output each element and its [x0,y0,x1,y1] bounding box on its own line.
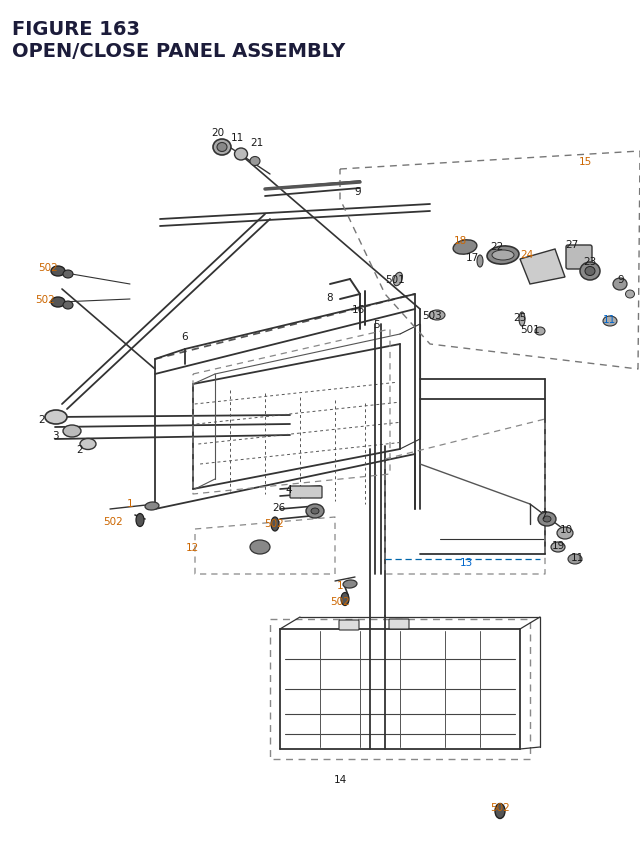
FancyBboxPatch shape [566,245,592,269]
FancyBboxPatch shape [339,620,359,630]
Text: 3: 3 [52,430,58,441]
Ellipse shape [394,273,403,287]
Text: 17: 17 [465,253,479,263]
Ellipse shape [538,512,556,526]
Ellipse shape [551,542,565,553]
Text: 502: 502 [330,597,350,606]
Text: 502: 502 [38,263,58,273]
Ellipse shape [568,554,582,564]
Text: 8: 8 [326,293,333,303]
Text: 502: 502 [490,802,510,812]
Text: 22: 22 [490,242,504,251]
Ellipse shape [585,267,595,276]
Text: 502: 502 [264,518,284,529]
Ellipse shape [613,279,627,291]
Ellipse shape [80,439,96,450]
Ellipse shape [51,298,65,307]
Text: 1: 1 [337,580,343,591]
Ellipse shape [250,158,260,166]
Ellipse shape [625,291,634,299]
Text: FIGURE 163: FIGURE 163 [12,20,140,39]
Ellipse shape [250,541,270,554]
Ellipse shape [341,593,349,606]
Text: 18: 18 [453,236,467,245]
Ellipse shape [306,505,324,518]
Text: 2: 2 [77,444,83,455]
Text: 4: 4 [285,485,292,494]
Text: 21: 21 [250,138,264,148]
Text: 15: 15 [579,157,591,167]
Text: 7: 7 [540,511,547,520]
Text: 501: 501 [385,275,405,285]
Text: 25: 25 [513,313,527,323]
Text: OPEN/CLOSE PANEL ASSEMBLY: OPEN/CLOSE PANEL ASSEMBLY [12,42,345,61]
Ellipse shape [543,517,551,523]
Ellipse shape [603,317,617,326]
Text: 19: 19 [552,541,564,550]
Text: 9: 9 [355,187,362,197]
Ellipse shape [213,139,231,156]
Text: 5: 5 [372,319,380,330]
Text: 11: 11 [602,314,616,325]
Text: 20: 20 [211,127,225,138]
Ellipse shape [51,267,65,276]
Ellipse shape [63,301,73,310]
Ellipse shape [535,328,545,336]
Ellipse shape [492,251,514,261]
Ellipse shape [477,256,483,268]
Text: 503: 503 [422,311,442,320]
Ellipse shape [145,502,159,511]
Text: 502: 502 [103,517,123,526]
Text: 13: 13 [460,557,472,567]
Text: 9: 9 [618,275,624,285]
Text: 11: 11 [570,553,584,562]
Ellipse shape [63,270,73,279]
Text: 23: 23 [584,257,596,267]
Text: 502: 502 [35,294,55,305]
Ellipse shape [343,580,357,588]
Text: 14: 14 [333,774,347,784]
FancyBboxPatch shape [389,619,409,629]
Text: 2: 2 [38,414,45,424]
Text: 6: 6 [182,331,188,342]
Text: 27: 27 [565,239,579,250]
Text: 11: 11 [230,133,244,143]
Ellipse shape [580,263,600,281]
Ellipse shape [63,425,81,437]
Ellipse shape [557,528,573,539]
Ellipse shape [519,313,525,326]
Ellipse shape [453,240,477,255]
Text: 24: 24 [520,250,534,260]
Polygon shape [520,250,565,285]
Ellipse shape [311,508,319,514]
Text: 12: 12 [186,542,198,553]
Text: 16: 16 [351,305,365,314]
Ellipse shape [45,411,67,424]
Ellipse shape [234,149,248,161]
Text: 1: 1 [127,499,133,508]
Ellipse shape [217,143,227,152]
Ellipse shape [429,311,445,320]
Text: 501: 501 [520,325,540,335]
Ellipse shape [487,246,519,265]
Ellipse shape [271,517,279,531]
FancyBboxPatch shape [290,486,322,499]
Text: 26: 26 [273,503,285,512]
Ellipse shape [495,803,505,819]
Text: 10: 10 [559,524,573,535]
Ellipse shape [136,514,144,527]
